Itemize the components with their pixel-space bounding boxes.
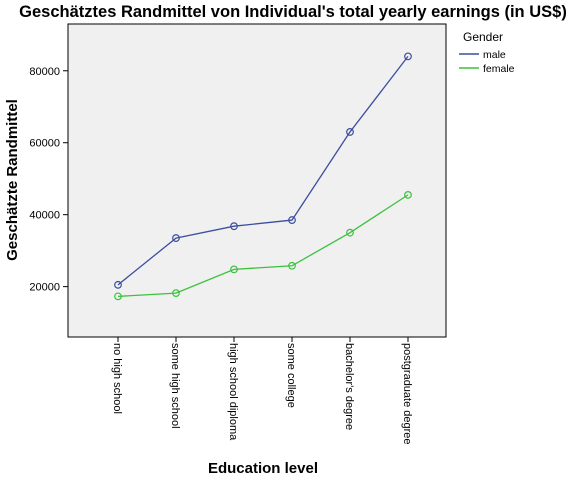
y-axis-title: Geschätzte Randmittel — [4, 99, 21, 261]
y-tick-label: 80000 — [29, 66, 60, 78]
data-point-male — [288, 216, 296, 224]
data-point-female — [404, 190, 412, 199]
data-point-female — [114, 292, 122, 301]
x-tick-label: some high school — [169, 343, 181, 429]
y-tick-label: 40000 — [29, 210, 60, 222]
x-tick-label: bachelor's degree — [343, 343, 355, 430]
chart-title: Geschätztes Randmittel von Individual's … — [19, 3, 567, 21]
legend-title: Gender — [463, 30, 503, 44]
data-point-male — [114, 280, 122, 289]
data-point-female — [230, 265, 238, 274]
legend: Gender male female — [459, 30, 515, 75]
plot-area — [67, 23, 447, 338]
legend-label-female: female — [483, 63, 515, 75]
data-point-male — [230, 222, 238, 231]
x-tick-label: high school diploma — [227, 343, 239, 441]
data-point-male — [346, 128, 354, 136]
series-layer — [114, 52, 412, 301]
series-line-female — [117, 194, 409, 297]
x-tick-label: some college — [285, 343, 297, 408]
data-point-female — [288, 261, 296, 270]
data-point-female — [346, 228, 354, 237]
y-tick-label: 60000 — [29, 138, 60, 150]
x-tick-label: no high school — [111, 343, 123, 414]
y-tick-label: 20000 — [29, 282, 60, 294]
data-point-male — [404, 52, 412, 61]
x-axis-title: Education level — [208, 460, 318, 477]
data-point-male — [172, 234, 180, 242]
series-line-male — [117, 55, 409, 286]
legend-label-male: male — [483, 49, 506, 61]
data-point-female — [172, 289, 180, 298]
x-tick-label: postgraduate degree — [401, 343, 413, 445]
x-axis: no high school some high school high schoo… — [111, 337, 413, 445]
y-axis: 20000 40000 60000 80000 — [29, 66, 68, 294]
